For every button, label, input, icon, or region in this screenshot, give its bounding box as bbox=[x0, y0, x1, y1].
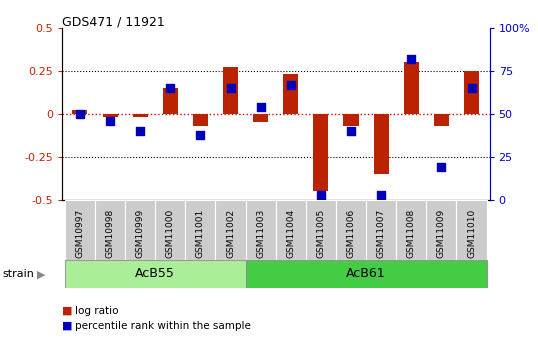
Point bbox=[226, 85, 235, 91]
Point bbox=[166, 85, 175, 91]
Point bbox=[286, 82, 295, 87]
Bar bbox=[65, 260, 246, 287]
Bar bbox=[186, 200, 216, 260]
Bar bbox=[456, 200, 486, 260]
Bar bbox=[125, 200, 155, 260]
Bar bbox=[133, 114, 148, 117]
Point bbox=[346, 128, 355, 134]
Text: GSM11003: GSM11003 bbox=[256, 209, 265, 258]
Text: GSM10998: GSM10998 bbox=[105, 209, 115, 258]
Bar bbox=[253, 114, 268, 122]
Text: log ratio: log ratio bbox=[75, 306, 119, 315]
Bar bbox=[193, 114, 208, 126]
Bar bbox=[343, 114, 358, 126]
Text: GSM10999: GSM10999 bbox=[136, 209, 145, 258]
Bar bbox=[223, 67, 238, 114]
Text: GSM11009: GSM11009 bbox=[437, 209, 446, 258]
Bar bbox=[246, 200, 276, 260]
Point bbox=[467, 85, 476, 91]
Bar bbox=[404, 62, 419, 114]
Bar bbox=[216, 200, 246, 260]
Bar bbox=[366, 200, 396, 260]
Bar bbox=[313, 114, 328, 191]
Bar bbox=[276, 200, 306, 260]
Bar bbox=[426, 200, 456, 260]
Bar bbox=[464, 71, 479, 114]
Bar bbox=[336, 200, 366, 260]
Text: ■: ■ bbox=[62, 321, 73, 331]
Text: ▶: ▶ bbox=[37, 269, 45, 279]
Point bbox=[316, 192, 325, 198]
Bar bbox=[396, 200, 426, 260]
Text: GSM10997: GSM10997 bbox=[75, 209, 84, 258]
Bar bbox=[434, 114, 449, 126]
Bar bbox=[103, 114, 118, 117]
Text: GSM11004: GSM11004 bbox=[286, 209, 295, 258]
Text: GSM11005: GSM11005 bbox=[316, 209, 325, 258]
Bar bbox=[95, 200, 125, 260]
Bar bbox=[73, 110, 88, 114]
Point bbox=[377, 192, 385, 198]
Bar bbox=[373, 114, 388, 174]
Bar bbox=[306, 200, 336, 260]
Text: GSM11002: GSM11002 bbox=[226, 209, 235, 258]
Text: GSM11000: GSM11000 bbox=[166, 209, 175, 258]
Bar bbox=[163, 88, 178, 114]
Text: AcB61: AcB61 bbox=[346, 267, 386, 280]
Point bbox=[136, 128, 145, 134]
Text: GSM11006: GSM11006 bbox=[346, 209, 356, 258]
Point bbox=[106, 118, 115, 124]
Text: GDS471 / 11921: GDS471 / 11921 bbox=[62, 16, 165, 29]
Text: AcB55: AcB55 bbox=[135, 267, 175, 280]
Text: GSM11008: GSM11008 bbox=[407, 209, 416, 258]
Point bbox=[437, 165, 445, 170]
Bar bbox=[246, 260, 486, 287]
Text: GSM11010: GSM11010 bbox=[467, 209, 476, 258]
Text: GSM11001: GSM11001 bbox=[196, 209, 205, 258]
Point bbox=[196, 132, 205, 137]
Point bbox=[407, 56, 415, 61]
Text: GSM11007: GSM11007 bbox=[377, 209, 386, 258]
Text: strain: strain bbox=[3, 269, 34, 279]
Point bbox=[257, 104, 265, 110]
Point bbox=[76, 111, 84, 117]
Bar bbox=[283, 74, 298, 114]
Bar bbox=[155, 200, 186, 260]
Text: ■: ■ bbox=[62, 306, 73, 315]
Bar bbox=[65, 200, 95, 260]
Text: percentile rank within the sample: percentile rank within the sample bbox=[75, 321, 251, 331]
